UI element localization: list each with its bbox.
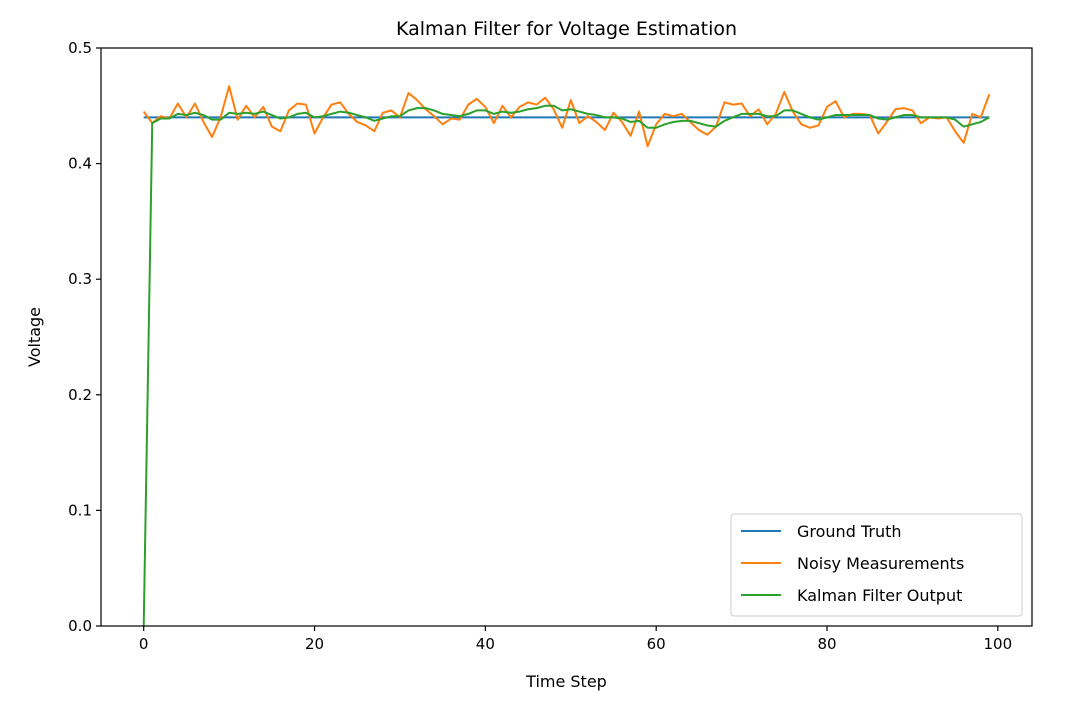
y-axis: 0.0 0.1 0.2 0.3 0.4 0.5 [68, 39, 101, 635]
x-tick-label: 80 [817, 635, 836, 653]
x-tick-label: 20 [305, 635, 324, 653]
x-tick-label: 100 [984, 635, 1013, 653]
x-axis-title: Time Step [525, 672, 607, 691]
y-tick-label: 0.5 [68, 39, 92, 57]
legend-label-noisy-measurements: Noisy Measurements [797, 554, 964, 573]
plot-frame [100, 47, 1033, 627]
y-tick-label: 0.2 [68, 386, 92, 404]
legend-label-ground-truth: Ground Truth [797, 522, 902, 541]
legend-label-kalman-filter-output: Kalman Filter Output [797, 586, 962, 605]
y-axis-title: Voltage [25, 307, 44, 367]
series-line-kalman-filter-output [142, 104, 990, 627]
x-axis: 0 20 40 60 80 100 [139, 626, 1012, 653]
legend-box [730, 513, 1023, 617]
y-tick-label: 0.3 [68, 270, 92, 288]
y-tick-label: 0.4 [68, 155, 92, 173]
chart-title: Kalman Filter for Voltage Estimation [396, 18, 737, 40]
series-layer [142, 85, 991, 627]
x-tick-label: 60 [647, 635, 666, 653]
x-tick-label: 40 [476, 635, 495, 653]
x-tick-label: 0 [139, 635, 149, 653]
y-tick-label: 0.1 [68, 501, 92, 519]
y-tick-label: 0.0 [68, 617, 92, 635]
legend: Ground Truth Noisy Measurements Kalman Fil… [730, 513, 1023, 617]
